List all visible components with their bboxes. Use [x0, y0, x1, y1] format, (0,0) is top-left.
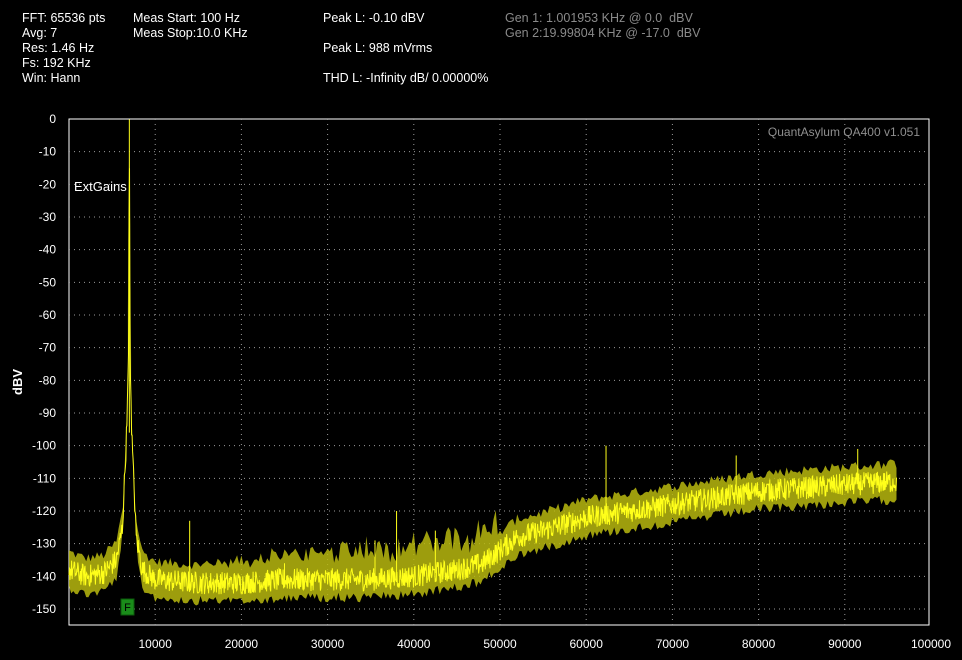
peak-mvrms-label: Peak L: 988 mVrms	[323, 41, 433, 55]
y-axis-label: dBV	[10, 369, 25, 395]
extgains-annotation: ExtGains	[74, 179, 127, 194]
series-layer	[68, 119, 897, 606]
peak-dbv-label: Peak L: -0.10 dBV	[323, 11, 425, 25]
y-tick-label: 0	[49, 112, 56, 126]
generator-2-label: Gen 2:19.99804 KHz @ -17.0 dBV	[505, 26, 701, 40]
sample-rate-label: Fs: 192 KHz	[22, 56, 91, 70]
y-tick-label: -150	[32, 602, 56, 616]
y-tick-label: -40	[39, 243, 57, 257]
fundamental-marker[interactable]: F	[120, 598, 135, 616]
x-tick-label: 80000	[742, 637, 776, 651]
fundamental-marker-label: F	[124, 602, 131, 614]
y-tick-label: -60	[39, 308, 57, 322]
watermark-text: QuantAsylum QA400 v1.051	[768, 125, 920, 139]
fundamental-marker-box[interactable]	[120, 598, 135, 616]
meas-start-label: Meas Start: 100 Hz	[133, 11, 240, 25]
x-tick-label: 60000	[570, 637, 604, 651]
y-tick-label: -90	[39, 406, 57, 420]
y-tick-label: -100	[32, 439, 56, 453]
y-axis-ticks: 0 -10 -20 -30 -40 -50 -60 -70 -80 -90 -100 -110 -120…	[32, 112, 56, 616]
fft-size-label: FFT: 65536 pts	[22, 11, 106, 25]
x-tick-label: 100000	[911, 637, 951, 651]
average-count-label: Avg: 7	[22, 26, 58, 40]
y-tick-label: -30	[39, 210, 57, 224]
spectrum-trace	[68, 168, 897, 595]
meas-stop-label: Meas Stop:10.0 KHz	[133, 26, 248, 40]
x-axis-ticks: 10000 20000 30000 40000 50000 60000 70000 80000…	[139, 637, 952, 651]
x-tick-label: 30000	[311, 637, 345, 651]
x-tick-label: 90000	[828, 637, 862, 651]
resolution-label: Res: 1.46 Hz	[22, 41, 95, 55]
thd-label: THD L: -Infinity dB/ 0.00000%	[323, 71, 489, 85]
y-tick-label: -110	[33, 471, 56, 485]
x-tick-label: 10000	[139, 637, 173, 651]
noise-band	[69, 119, 897, 606]
x-tick-label: 70000	[656, 637, 690, 651]
x-tick-label: 20000	[225, 637, 259, 651]
y-tick-label: -130	[32, 537, 56, 551]
y-tick-label: -20	[39, 177, 57, 191]
generator-1-label: Gen 1: 1.001953 KHz @ 0.0 dBV	[505, 11, 693, 25]
y-tick-label: -80	[39, 373, 57, 387]
y-tick-label: -10	[39, 145, 57, 159]
x-tick-label: 40000	[397, 637, 431, 651]
y-tick-label: -120	[32, 504, 56, 518]
window-label: Win: Hann	[22, 71, 81, 85]
y-tick-label: -140	[32, 569, 56, 583]
y-tick-label: -70	[39, 341, 57, 355]
x-tick-label: 50000	[483, 637, 517, 651]
y-tick-label: -50	[39, 275, 57, 289]
